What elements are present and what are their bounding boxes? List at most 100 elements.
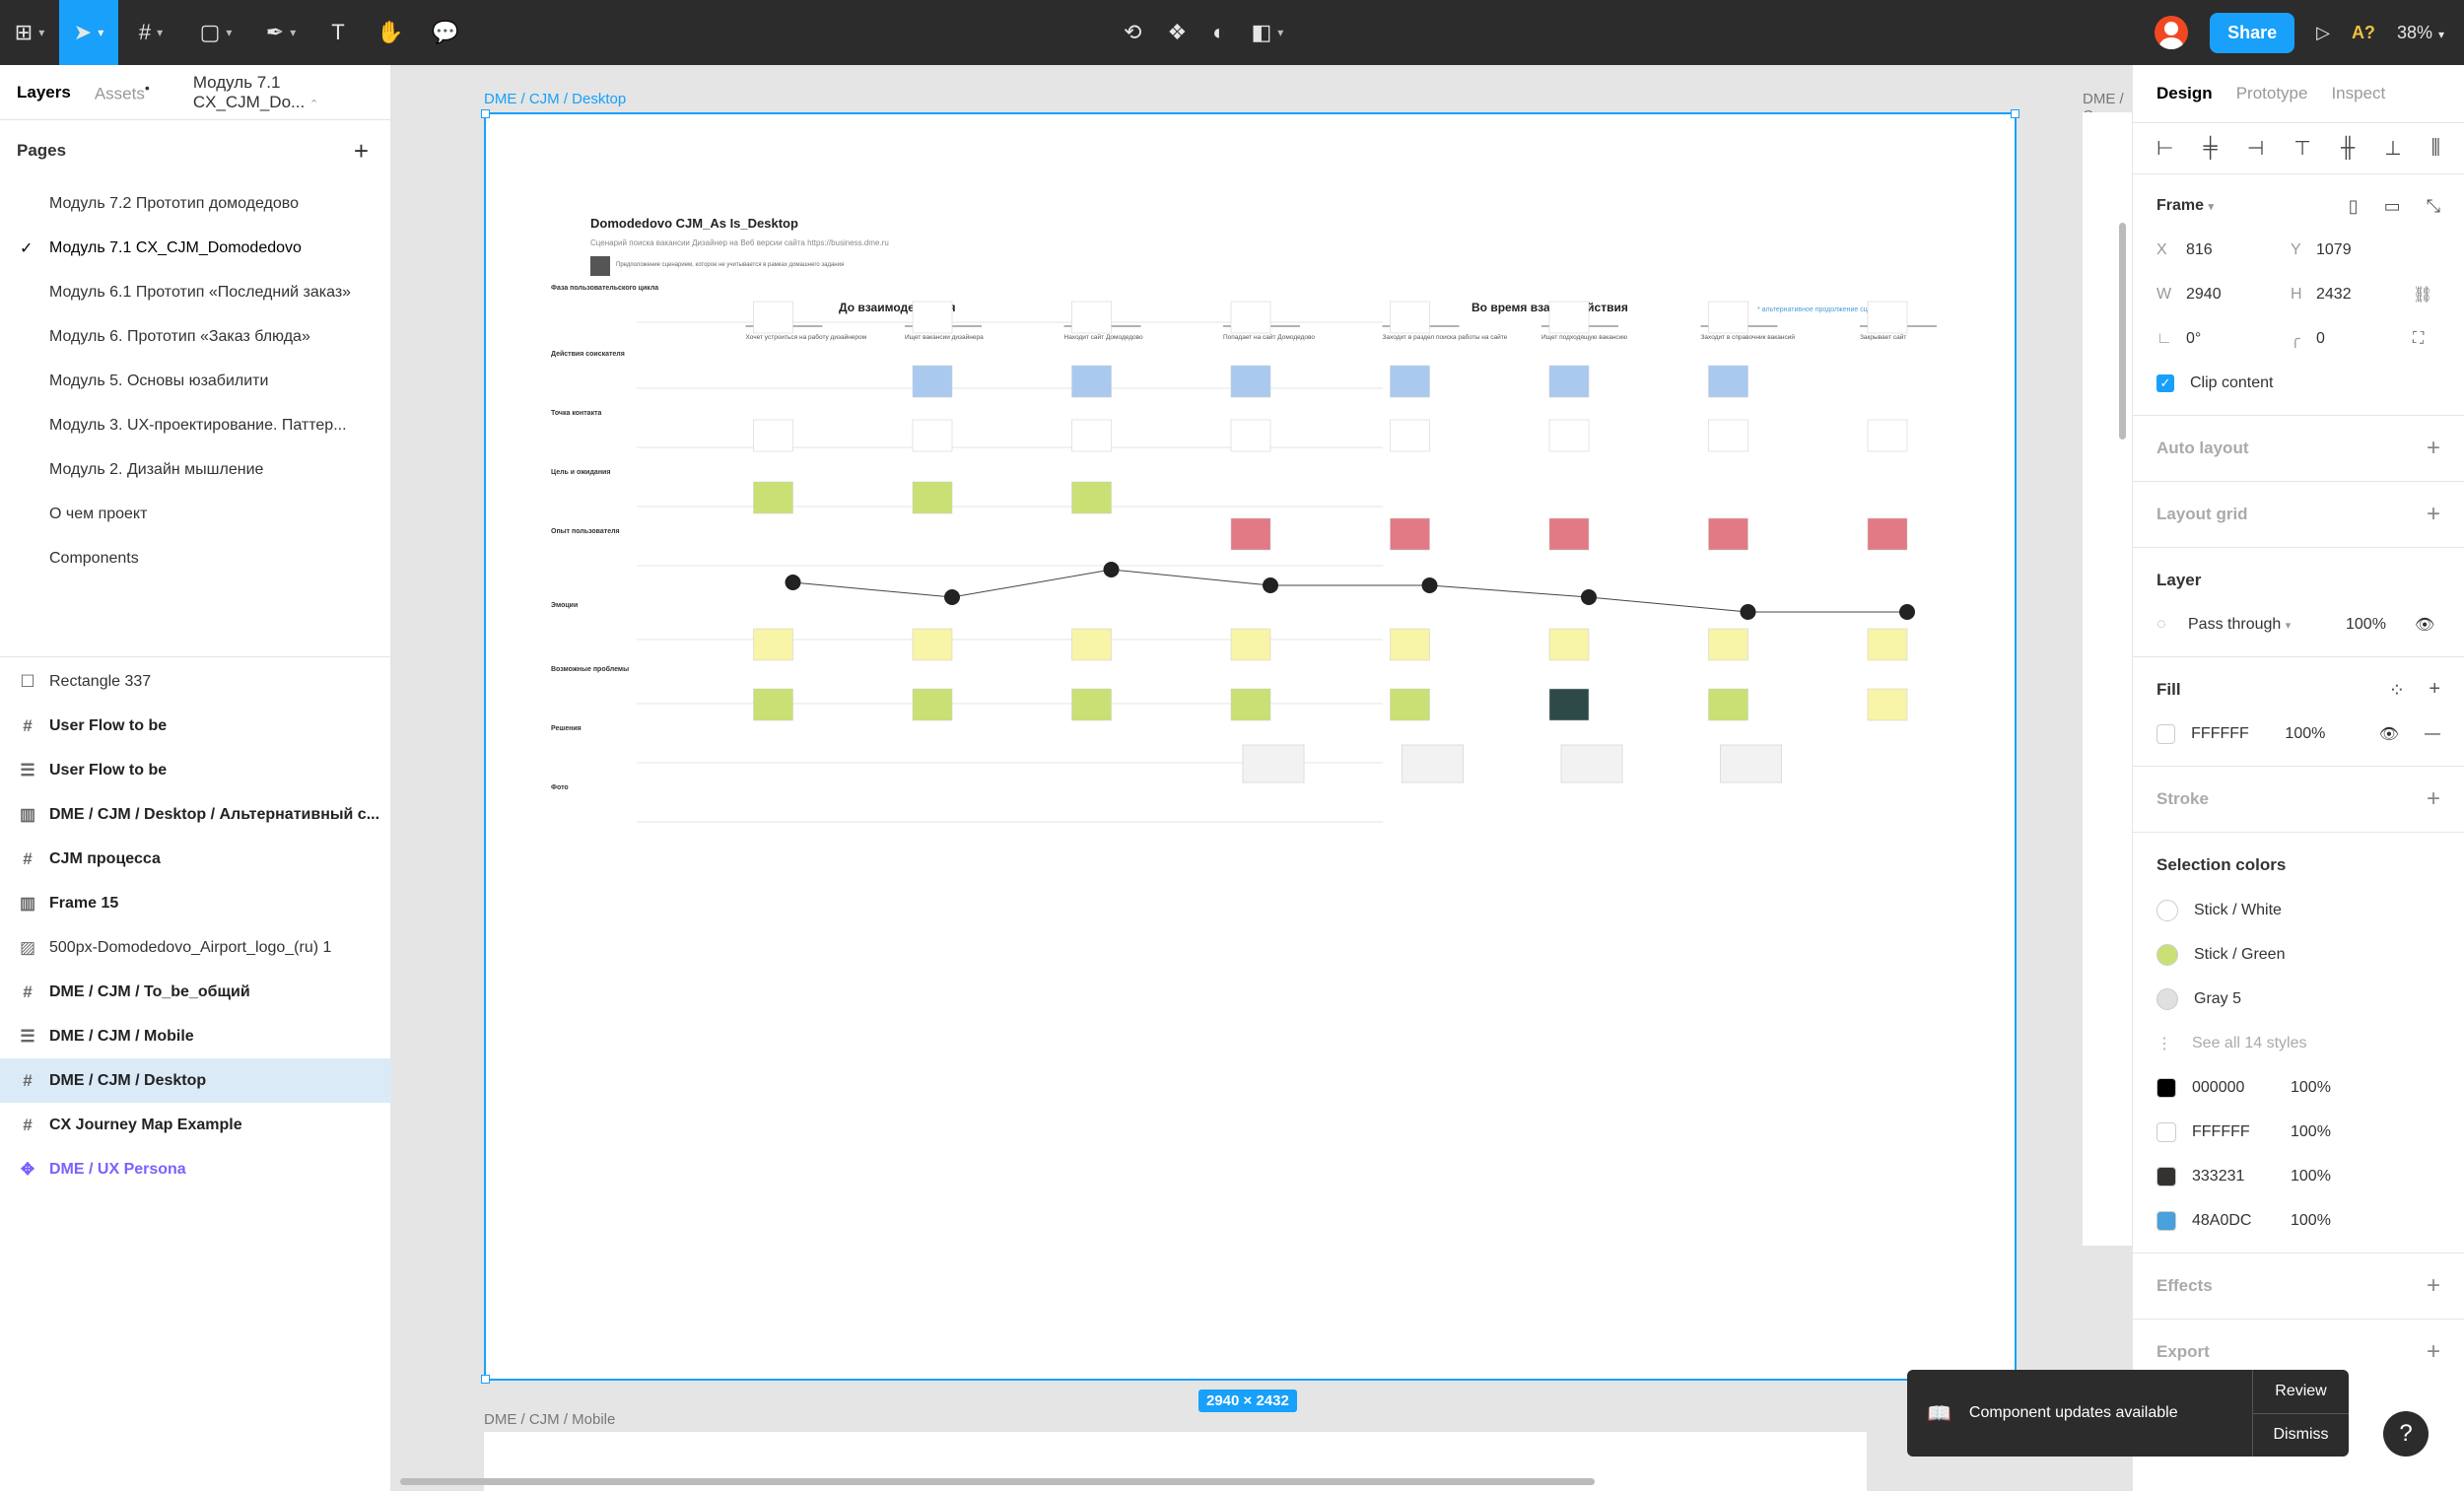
layer-item[interactable]: ☐ Rectangle 337: [0, 659, 391, 704]
align-right-icon[interactable]: ⊣: [2246, 138, 2265, 160]
add-page-icon[interactable]: +: [353, 135, 369, 166]
canvas[interactable]: DME / CJM / Desktop DME / C Domodedovo C…: [392, 65, 2132, 1491]
tab-inspect[interactable]: Inspect: [2331, 84, 2386, 102]
resize-handle[interactable]: [481, 1375, 490, 1384]
add-export-icon[interactable]: +: [2426, 1338, 2440, 1365]
layer-item[interactable]: ▥ Frame 15: [0, 881, 391, 925]
layer-item[interactable]: ☰ User Flow to be: [0, 748, 391, 792]
selection-color-item[interactable]: 333231 100%: [2133, 1154, 2464, 1198]
vertical-scrollbar[interactable]: [2119, 223, 2126, 440]
add-fill-icon[interactable]: +: [2429, 677, 2440, 700]
page-item[interactable]: Модуль 7.2 Прототип домодедово: [0, 181, 390, 226]
align-vcenter-icon[interactable]: ╫: [2340, 137, 2356, 159]
rotation-field[interactable]: 0°: [2186, 329, 2202, 347]
tab-layers[interactable]: Layers: [17, 82, 71, 102]
align-left-icon[interactable]: ⊢: [2156, 138, 2174, 160]
independent-corners-icon[interactable]: ⛶: [2413, 329, 2425, 347]
resize-to-fit-icon[interactable]: ⤡: [2426, 195, 2440, 216]
page-selector[interactable]: Модуль 7.1 CX_CJM_Do... ⌃: [193, 73, 390, 112]
layer-item[interactable]: # DME / CJM / Desktop: [0, 1058, 391, 1103]
tab-assets[interactable]: Assets•: [94, 80, 150, 103]
resize-handle[interactable]: [2011, 109, 2019, 118]
horizontal-scrollbar[interactable]: [400, 1478, 1595, 1485]
width-field[interactable]: 2940: [2186, 285, 2222, 303]
link-component-button[interactable]: ⟲: [1124, 0, 1141, 65]
main-menu-button[interactable]: ⊞ ▾: [14, 20, 45, 44]
eye-icon[interactable]: 👁: [2415, 617, 2435, 634]
distribute-icon[interactable]: ⫼: [2430, 137, 2440, 159]
blend-mode-dropdown[interactable]: Pass through ▾: [2188, 616, 2292, 633]
add-effect-icon[interactable]: +: [2426, 1272, 2440, 1299]
boolean-button[interactable]: ◧ ▾: [1251, 20, 1284, 44]
layer-item[interactable]: ☰ DME / CJM / Mobile: [0, 1014, 391, 1058]
shape-tool-button[interactable]: ▢ ▾: [199, 20, 233, 44]
layer-opacity-field[interactable]: 100%: [2346, 616, 2386, 633]
selection-color-item[interactable]: FFFFFF 100%: [2133, 1110, 2464, 1154]
zoom-menu[interactable]: 38% ▾: [2397, 23, 2444, 43]
portrait-icon[interactable]: ▯: [2348, 195, 2359, 216]
eye-icon[interactable]: 👁: [2378, 726, 2399, 743]
add-auto-layout-icon[interactable]: +: [2426, 435, 2440, 461]
page-item[interactable]: Модуль 6. Прототип «Заказ блюда»: [0, 314, 390, 359]
component-button[interactable]: ❖: [1167, 0, 1187, 65]
color-style-item[interactable]: Stick / White: [2133, 888, 2464, 932]
frame-label[interactable]: DME / CJM / Desktop: [484, 91, 627, 107]
page-item[interactable]: ✓ Модуль 7.1 CX_CJM_Domodedovo: [0, 226, 390, 270]
layer-item[interactable]: ▥ DME / CJM / Desktop / Альтернативный с.…: [0, 792, 391, 837]
layer-item[interactable]: # DME / CJM / To_be_общий: [0, 970, 391, 1014]
add-stroke-icon[interactable]: +: [2426, 785, 2440, 812]
review-button[interactable]: Review: [2253, 1370, 2349, 1414]
constrain-proportions-icon[interactable]: ⛓: [2413, 286, 2433, 304]
page-item[interactable]: Components: [0, 536, 390, 580]
page-item[interactable]: Модуль 2. Дизайн мышление: [0, 447, 390, 492]
fill-hex-field[interactable]: FFFFFF: [2191, 725, 2249, 742]
height-field[interactable]: 2432: [2316, 285, 2352, 303]
tab-prototype[interactable]: Prototype: [2235, 84, 2308, 102]
hand-tool-button[interactable]: ✋: [363, 0, 418, 65]
text-tool-button[interactable]: T: [313, 0, 363, 65]
resize-handle[interactable]: [481, 109, 490, 118]
y-field[interactable]: 1079: [2316, 240, 2352, 258]
page-item[interactable]: Модуль 5. Основы юзабилити: [0, 359, 390, 403]
page-item[interactable]: О чем проект: [0, 492, 390, 536]
comment-tool-button[interactable]: 💬: [418, 0, 473, 65]
layer-item[interactable]: ✥ DME / UX Persona: [0, 1147, 391, 1191]
help-button[interactable]: ?: [2383, 1411, 2429, 1457]
mask-button[interactable]: ◐: [1212, 0, 1225, 65]
clip-content-checkbox[interactable]: ✓: [2156, 373, 2174, 392]
mobile-frame-label[interactable]: DME / CJM / Mobile: [484, 1411, 616, 1428]
layer-item[interactable]: ▨ 500px-Domodedovo_Airport_logo_(ru) 1: [0, 925, 391, 970]
layer-item[interactable]: # User Flow to be: [0, 704, 391, 748]
add-layout-grid-icon[interactable]: +: [2426, 501, 2440, 527]
align-bottom-icon[interactable]: ⊥: [2384, 138, 2402, 160]
page-item[interactable]: Модуль 6.1 Прототип «Последний заказ»: [0, 270, 390, 314]
selection-color-item[interactable]: 000000 100%: [2133, 1065, 2464, 1110]
present-button[interactable]: ▷: [2316, 23, 2330, 43]
color-style-item[interactable]: Stick / Green: [2133, 932, 2464, 977]
selection-color-item[interactable]: 48A0DC 100%: [2133, 1198, 2464, 1243]
fill-swatch[interactable]: [2156, 724, 2176, 744]
color-style-item[interactable]: Gray 5: [2133, 977, 2464, 1021]
see-all-styles-link[interactable]: See all 14 styles: [2192, 1034, 2307, 1051]
tab-design[interactable]: Design: [2156, 84, 2213, 102]
layer-item[interactable]: # CJM процесса: [0, 837, 391, 881]
dismiss-button[interactable]: Dismiss: [2273, 1426, 2329, 1444]
fill-opacity-field[interactable]: 100%: [2285, 725, 2326, 742]
remove-fill-icon[interactable]: —: [2425, 725, 2440, 742]
frame-type-dropdown[interactable]: Frame ▾: [2156, 197, 2215, 214]
ai-button[interactable]: A?: [2351, 22, 2375, 42]
avatar[interactable]: [2155, 16, 2189, 49]
selected-frame[interactable]: Domodedovo CJM_As Is_Desktop Сценарий по…: [481, 109, 2019, 1384]
page-item[interactable]: Модуль 3. UX-проектирование. Паттер...: [0, 403, 390, 447]
align-hcenter-icon[interactable]: ╪: [2203, 137, 2218, 159]
share-button[interactable]: Share: [2210, 12, 2295, 53]
landscape-icon[interactable]: ▭: [2383, 195, 2401, 216]
layer-item[interactable]: # CX Journey Map Example: [0, 1103, 391, 1147]
align-top-icon[interactable]: ⊤: [2293, 138, 2311, 160]
radius-field[interactable]: 0: [2316, 329, 2325, 347]
move-tool-button[interactable]: ➤ ▾: [59, 0, 118, 65]
frame-tool-button[interactable]: # ▾: [138, 20, 164, 44]
x-field[interactable]: 816: [2186, 240, 2213, 258]
fill-styles-icon[interactable]: ⁘: [2388, 679, 2406, 702]
pen-tool-button[interactable]: ✒ ▾: [265, 20, 297, 44]
